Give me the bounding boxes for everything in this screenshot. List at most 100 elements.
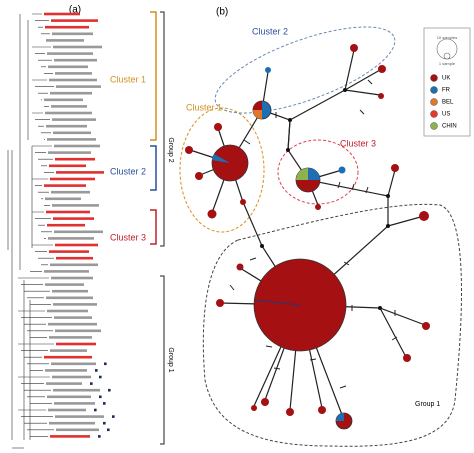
leaf-label xyxy=(49,250,89,253)
leaf-label xyxy=(54,316,92,319)
legend-swatch xyxy=(430,98,438,106)
legend-label: UK xyxy=(442,76,450,82)
leaf-label xyxy=(53,131,91,135)
leaf-marker xyxy=(99,375,102,379)
leaf-label xyxy=(53,388,100,392)
leaf-label xyxy=(54,144,100,148)
leaf-label xyxy=(52,375,91,379)
cluster-label: Cluster 1 xyxy=(110,74,146,84)
cluster-bracket xyxy=(150,11,157,141)
leaf-label xyxy=(48,322,97,326)
leaf-label xyxy=(46,124,87,128)
legend-swatch xyxy=(430,122,438,130)
leaf-label xyxy=(50,349,87,352)
cluster-label: Cluster 3 xyxy=(340,138,376,148)
leaf-label xyxy=(48,237,94,240)
leaf-label xyxy=(48,65,88,69)
leaf-label xyxy=(49,421,95,425)
leaf-label xyxy=(46,210,90,214)
leaf-label xyxy=(54,58,97,62)
leaf-label xyxy=(52,118,96,121)
leaf-label xyxy=(52,32,93,36)
leaf-label xyxy=(55,72,92,75)
leaf-label xyxy=(53,45,102,49)
group-label: Group 2 xyxy=(167,137,174,162)
leaf-marker xyxy=(112,415,115,418)
legend-label: FR xyxy=(442,88,451,94)
leaf-label xyxy=(45,111,92,115)
legend-label: CHIN xyxy=(442,124,457,130)
cluster-region xyxy=(277,139,359,205)
leaf-label xyxy=(46,382,82,385)
leaf-marker xyxy=(103,421,106,425)
leaf-label xyxy=(50,91,92,95)
legend-swatch xyxy=(430,110,438,118)
leaf-label xyxy=(44,12,80,16)
legend-swatch xyxy=(430,86,438,94)
leaf-label xyxy=(55,243,98,247)
leaf-label xyxy=(45,25,89,29)
leaf-marker xyxy=(104,362,107,366)
leaf-label xyxy=(47,223,85,227)
leaf-label xyxy=(45,369,87,372)
legend-swatch xyxy=(430,74,438,82)
leaf-label xyxy=(44,270,89,273)
group-label: Group 1 xyxy=(167,347,174,372)
network-edges xyxy=(189,49,426,421)
leaf-label xyxy=(56,171,104,174)
leaf-label xyxy=(51,190,90,194)
leaf-label xyxy=(45,283,84,286)
leaf-marker xyxy=(99,395,102,399)
cluster-label: Cluster 3 xyxy=(110,232,146,242)
leaf-label xyxy=(54,230,103,234)
leaf-label xyxy=(49,78,97,82)
leaf-label xyxy=(53,217,94,220)
leaf-label xyxy=(47,138,96,141)
group-label: Group 1 xyxy=(415,401,440,408)
cluster-label: Cluster 2 xyxy=(110,166,146,176)
leaf-label xyxy=(44,355,92,359)
leaf-label xyxy=(52,289,88,293)
leaf-label xyxy=(48,408,86,412)
leaf-label xyxy=(56,428,99,432)
leaf-label xyxy=(46,296,93,300)
leaf-marker xyxy=(103,402,106,405)
leaf-label xyxy=(51,19,98,22)
leaf-label xyxy=(50,263,98,267)
cluster-bracket xyxy=(150,209,157,245)
group-bracket xyxy=(160,275,165,445)
leaf-label xyxy=(55,157,95,161)
leaf-label xyxy=(56,256,93,260)
leaf-marker xyxy=(98,435,101,438)
leaf-label xyxy=(54,402,95,405)
leaf-label xyxy=(49,336,92,339)
panel-label: (b) xyxy=(216,7,228,18)
legend-label: BEL xyxy=(442,100,454,106)
leaf-label xyxy=(55,415,104,418)
cluster-label: Cluster 2 xyxy=(252,26,288,36)
mutation-ticks xyxy=(229,79,398,389)
cluster-label: Cluster 1 xyxy=(186,102,222,112)
leaf-label xyxy=(49,164,86,168)
leaf-marker xyxy=(90,382,93,385)
leaf-marker xyxy=(108,388,111,392)
leaf-label xyxy=(47,395,91,399)
leaf-label xyxy=(48,151,91,154)
legend-size-label: 10 samples xyxy=(437,35,457,40)
leaf-label xyxy=(45,197,81,201)
leaf-label xyxy=(55,329,101,333)
leaf-label xyxy=(47,309,88,313)
leaf-label xyxy=(44,98,83,102)
leaf-label xyxy=(51,276,93,280)
leaf-label xyxy=(51,105,87,108)
leaf-label xyxy=(44,184,86,187)
legend: UK FR BEL US CHIN xyxy=(430,74,457,130)
cluster-region xyxy=(179,107,265,233)
leaf-label xyxy=(47,52,93,55)
group-region xyxy=(202,203,462,447)
legend-box xyxy=(423,27,471,137)
leaf-label xyxy=(50,177,95,181)
legend-size-label: 1 sample xyxy=(439,61,456,66)
leaf-label xyxy=(56,342,96,346)
